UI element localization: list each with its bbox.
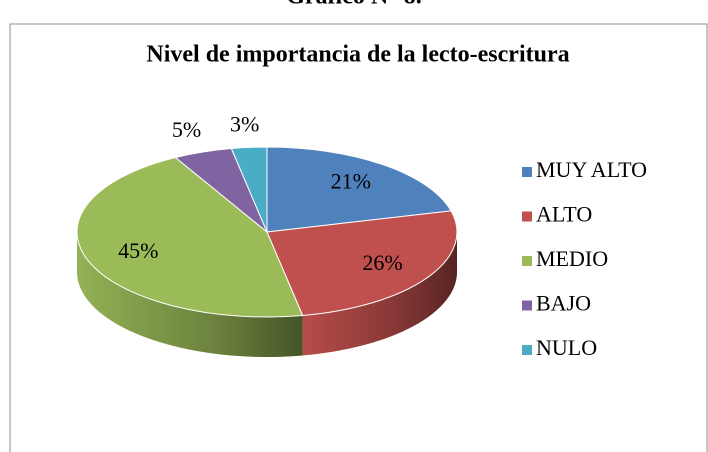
data-label: 21% — [331, 169, 371, 194]
chart-title: Nivel de importancia de la lecto-escritu… — [146, 42, 569, 68]
chart-frame — [9, 23, 708, 452]
legend-label: NULO — [536, 335, 597, 360]
legend-swatch — [522, 167, 532, 177]
legend-swatch — [522, 256, 532, 266]
heading: Gráfico N° 8. — [286, 0, 422, 10]
legend-swatch — [522, 300, 532, 311]
slice — [230, 146, 268, 233]
legend-label: MUY ALTO — [536, 157, 647, 182]
legend-swatch — [522, 211, 532, 222]
legend-swatch — [522, 345, 532, 355]
slice-side-shade — [302, 232, 457, 356]
data-label: 5% — [172, 117, 201, 142]
legend-label: BAJO — [536, 291, 591, 316]
slice-side-shade — [77, 232, 303, 357]
slice — [266, 210, 458, 317]
slice — [266, 146, 452, 233]
data-label: 45% — [118, 238, 158, 263]
data-label: 26% — [362, 250, 402, 275]
legend-label: ALTO — [536, 202, 592, 227]
data-label: 3% — [230, 111, 259, 136]
legend-label: MEDIO — [536, 246, 608, 271]
slice — [76, 156, 304, 318]
